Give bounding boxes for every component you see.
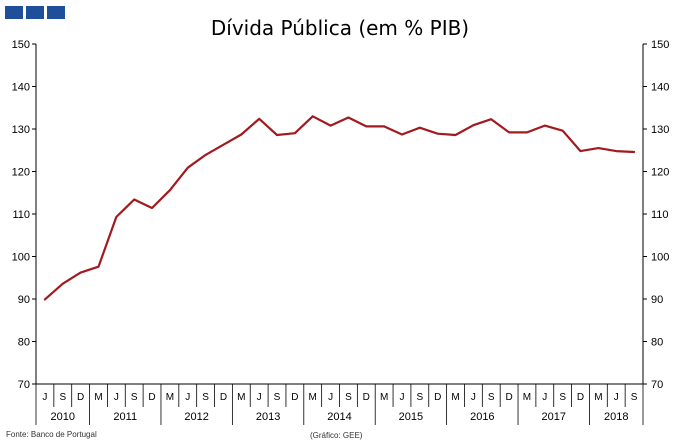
x-month-label: J: [328, 392, 333, 403]
x-month-label: J: [614, 392, 619, 403]
x-month-label: S: [59, 392, 66, 403]
y-tick-label-left: 140: [12, 82, 30, 94]
y-tick-label-right: 80: [651, 337, 663, 349]
x-month-label: M: [237, 392, 245, 403]
x-month-label: M: [451, 392, 459, 403]
y-tick-label-right: 70: [651, 379, 663, 391]
x-month-label: M: [523, 392, 531, 403]
x-year-label: 2011: [113, 411, 137, 423]
x-year-label: 2010: [51, 411, 75, 423]
x-year-label: 2012: [184, 411, 208, 423]
x-month-label: D: [220, 392, 227, 403]
x-month-label: D: [363, 392, 370, 403]
y-tick-label-left: 90: [18, 294, 30, 306]
x-month-label: J: [399, 392, 404, 403]
source-note: Fonte: Banco de Portugal: [6, 430, 97, 439]
logo-block: [26, 6, 44, 19]
x-month-label: D: [291, 392, 298, 403]
series-line: [43, 115, 636, 301]
y-tick-label-left: 150: [12, 39, 30, 51]
logo: [5, 6, 65, 19]
x-month-label: D: [505, 392, 512, 403]
y-tick-label-left: 100: [12, 252, 30, 264]
y-tick-label-right: 130: [651, 124, 669, 136]
x-month-label: M: [380, 392, 388, 403]
y-tick-label-right: 90: [651, 294, 663, 306]
x-month-label: J: [471, 392, 476, 403]
x-month-label: S: [274, 392, 281, 403]
y-tick-label-left: 120: [12, 167, 30, 179]
credit-note: (Gráfico: GEE): [310, 431, 363, 440]
chart-title: Dívida Pública (em % PIB): [211, 16, 469, 40]
x-month-label: D: [577, 392, 584, 403]
y-tick-label-left: 110: [12, 209, 30, 221]
x-month-label: J: [257, 392, 262, 403]
x-month-label: S: [345, 392, 352, 403]
x-year-label: 2017: [541, 411, 565, 423]
logo-block: [47, 6, 65, 19]
x-month-label: J: [185, 392, 190, 403]
x-month-label: S: [488, 392, 495, 403]
y-tick-label-left: 70: [18, 379, 30, 391]
x-month-label: D: [77, 392, 84, 403]
y-tick-label-left: 130: [12, 124, 30, 136]
x-month-label: S: [131, 392, 138, 403]
x-month-label: S: [202, 392, 209, 403]
x-month-label: M: [594, 392, 602, 403]
x-year-label: 2013: [256, 411, 280, 423]
x-month-label: J: [42, 392, 47, 403]
x-month-label: M: [166, 392, 174, 403]
x-month-label: S: [559, 392, 566, 403]
x-month-label: S: [631, 392, 638, 403]
y-tick-label-right: 150: [651, 39, 669, 51]
x-year-label: 2016: [470, 411, 494, 423]
x-month-label: S: [417, 392, 424, 403]
y-tick-label-right: 110: [651, 209, 669, 221]
x-month-label: J: [114, 392, 119, 403]
y-tick-label-right: 120: [651, 167, 669, 179]
x-month-label: M: [94, 392, 102, 403]
x-month-label: M: [309, 392, 317, 403]
x-month-label: D: [434, 392, 441, 403]
y-tick-label-right: 140: [651, 82, 669, 94]
x-month-label: J: [542, 392, 547, 403]
logo-block: [5, 6, 23, 19]
x-year-label: 2014: [327, 411, 351, 423]
x-month-label: D: [148, 392, 155, 403]
x-year-label: 2018: [604, 411, 628, 423]
x-year-label: 2015: [399, 411, 423, 423]
y-tick-label-left: 80: [18, 337, 30, 349]
y-tick-label-right: 100: [651, 252, 669, 264]
